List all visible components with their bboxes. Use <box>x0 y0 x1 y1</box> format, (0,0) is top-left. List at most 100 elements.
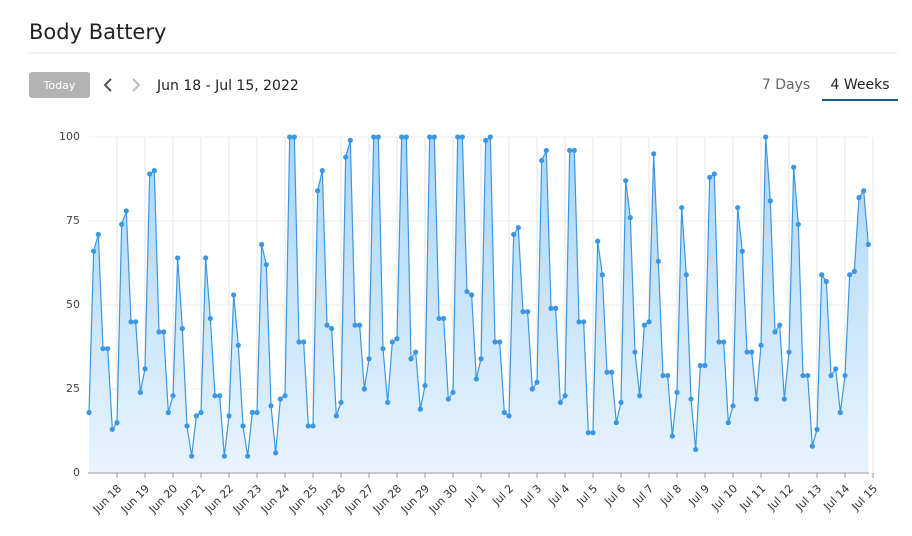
point <box>795 221 801 227</box>
x-tick-label: Jul 6 <box>602 482 629 509</box>
point <box>809 443 815 449</box>
point <box>669 433 675 439</box>
y-tick-label: 0 <box>73 466 80 479</box>
point <box>142 366 148 372</box>
point <box>567 147 573 154</box>
point <box>459 134 465 140</box>
x-tick-label: Jun 18 <box>90 482 124 516</box>
point <box>305 423 311 429</box>
point <box>613 420 619 426</box>
point <box>352 322 358 328</box>
point <box>856 194 862 201</box>
y-tick-label: 25 <box>66 382 80 395</box>
point <box>576 319 582 325</box>
point <box>179 325 185 332</box>
point <box>445 396 451 402</box>
x-tick-label: Jul 11 <box>737 482 769 514</box>
point <box>277 396 283 402</box>
x-tick-label: Jun 28 <box>370 482 404 516</box>
point <box>263 262 269 268</box>
y-tick-label: 50 <box>66 298 80 311</box>
x-tick-label: Jun 24 <box>258 482 292 516</box>
point <box>123 208 129 214</box>
point <box>865 241 871 248</box>
point <box>151 168 157 174</box>
point <box>851 268 857 274</box>
point <box>366 356 372 362</box>
x-tick-label: Jul 5 <box>574 482 601 509</box>
point <box>184 423 190 429</box>
x-tick-label: Jun 21 <box>174 482 208 516</box>
page-title: Body Battery <box>29 20 166 44</box>
point <box>562 393 568 399</box>
point <box>226 413 232 419</box>
point <box>679 204 685 211</box>
x-tick-label: Jul 2 <box>490 482 517 509</box>
tab[interactable]: 7 Days <box>762 77 810 93</box>
point <box>581 319 587 325</box>
point <box>693 446 699 453</box>
point <box>697 362 703 369</box>
x-tick-label: Jun 20 <box>146 482 180 516</box>
point <box>431 134 437 140</box>
point <box>156 329 162 335</box>
point <box>660 372 666 379</box>
point <box>254 409 260 416</box>
point <box>165 409 171 416</box>
point <box>231 292 237 298</box>
point <box>758 342 764 348</box>
point <box>357 322 363 328</box>
point <box>641 322 647 328</box>
point <box>249 409 255 416</box>
point <box>805 372 811 379</box>
point <box>800 372 806 379</box>
point <box>702 362 708 369</box>
point <box>198 409 204 416</box>
point <box>674 389 680 395</box>
point <box>427 134 433 140</box>
point <box>618 399 624 406</box>
point <box>557 399 563 406</box>
point <box>282 393 288 399</box>
point <box>315 188 321 194</box>
point <box>623 178 629 184</box>
point <box>786 349 792 355</box>
point <box>301 339 307 345</box>
x-tick-label: Jun 27 <box>342 482 376 516</box>
point <box>105 346 111 352</box>
point <box>837 409 843 416</box>
point <box>207 315 213 322</box>
point <box>324 322 330 328</box>
point <box>497 339 503 345</box>
point <box>861 188 867 194</box>
point <box>287 134 293 140</box>
point <box>413 349 419 355</box>
point <box>417 406 423 412</box>
x-tick-label: Jul 15 <box>849 482 881 514</box>
point <box>637 393 643 399</box>
point <box>245 453 251 459</box>
x-tick-label: Jul 12 <box>765 482 797 514</box>
point <box>571 147 577 154</box>
point <box>100 346 106 352</box>
x-tick-label: Jun 26 <box>314 482 348 516</box>
point <box>553 305 559 311</box>
point <box>235 342 241 348</box>
point <box>665 372 671 379</box>
tab[interactable]: 4 Weeks <box>830 77 889 93</box>
point <box>175 255 181 261</box>
point <box>590 430 596 436</box>
point <box>371 134 377 140</box>
point <box>833 366 839 372</box>
point <box>655 258 661 264</box>
point <box>422 383 428 389</box>
next-arrow[interactable] <box>132 78 141 92</box>
point <box>137 389 143 395</box>
x-tick-label: Jul 4 <box>546 482 573 509</box>
prev-arrow[interactable] <box>103 78 112 92</box>
point <box>333 413 339 419</box>
today-button[interactable] <box>29 72 90 98</box>
point <box>716 339 722 345</box>
point <box>763 134 769 140</box>
